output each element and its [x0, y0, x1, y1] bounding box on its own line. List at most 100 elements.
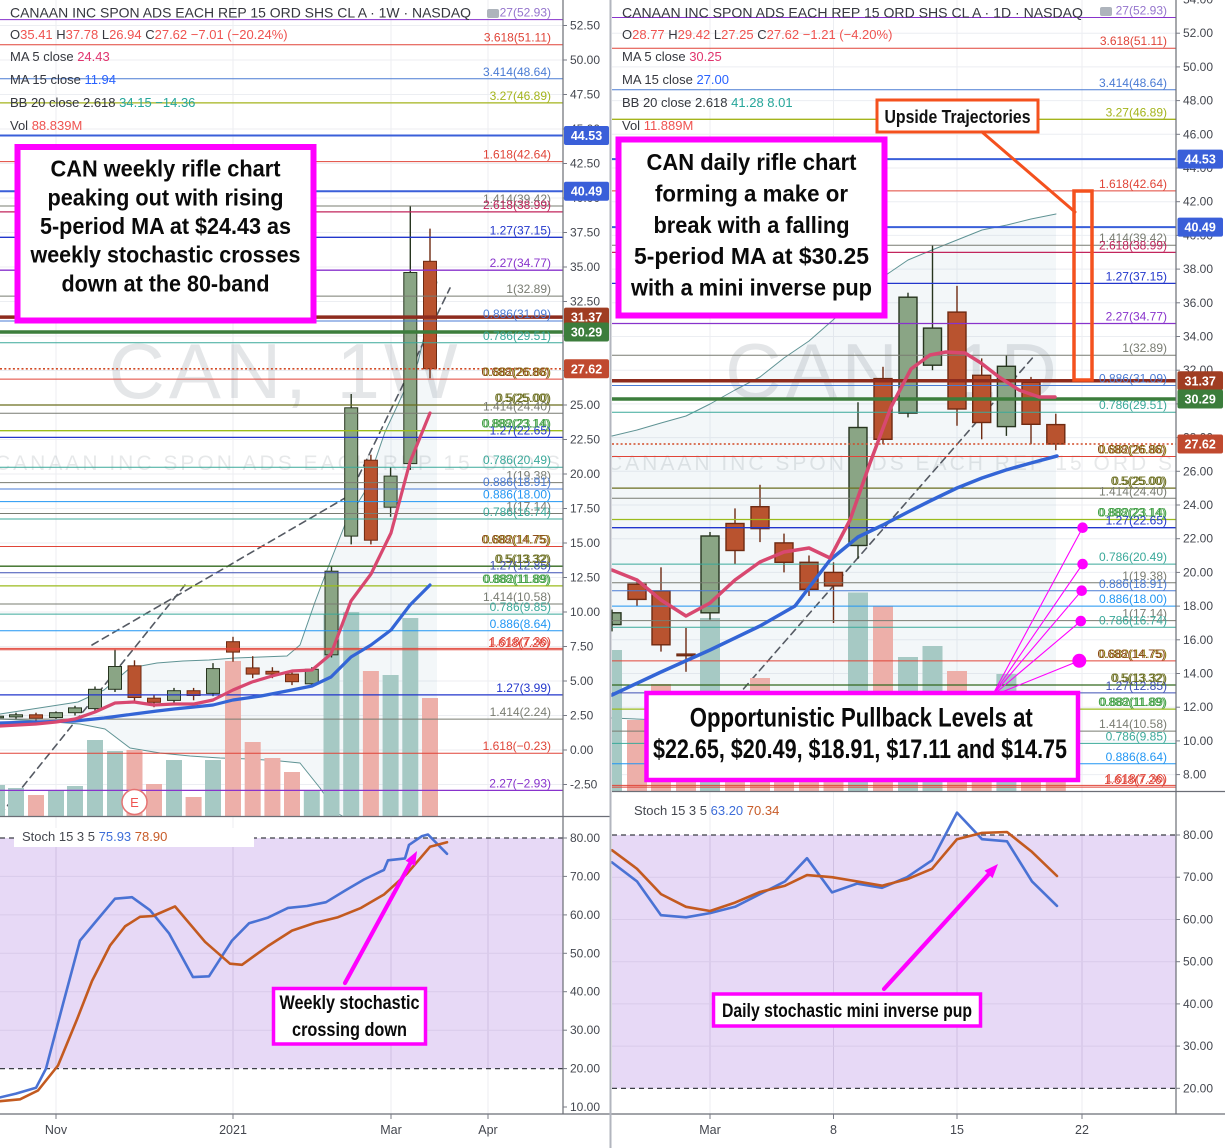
- svg-text:0.886(18.00): 0.886(18.00): [483, 488, 551, 502]
- svg-text:60.00: 60.00: [1183, 913, 1213, 927]
- svg-text:2.618(38.99): 2.618(38.99): [1099, 238, 1167, 252]
- svg-text:0.5(25.00): 0.5(25.00): [496, 391, 551, 405]
- svg-text:0.5(13.32): 0.5(13.32): [496, 552, 551, 566]
- svg-text:15.00: 15.00: [570, 536, 600, 550]
- svg-text:Apr: Apr: [478, 1123, 497, 1137]
- svg-text:38.00: 38.00: [1183, 262, 1213, 276]
- svg-text:BB 20 close 2.618 34.15 −14.: BB 20 close 2.618 34.15 −14.36: [10, 95, 195, 110]
- svg-text:down at the 80-band: down at the 80-band: [62, 270, 270, 296]
- svg-text:10.00: 10.00: [570, 605, 600, 619]
- svg-text:24.00: 24.00: [1183, 498, 1213, 512]
- svg-text:1.27(12.85): 1.27(12.85): [1106, 679, 1167, 693]
- svg-text:22.00: 22.00: [1183, 532, 1213, 546]
- svg-text:1.27(12.85): 1.27(12.85): [490, 559, 551, 573]
- svg-text:2.50: 2.50: [570, 709, 594, 723]
- svg-text:12.50: 12.50: [570, 571, 600, 585]
- svg-text:$22.65, $20.49, $18.91, $17.11: $22.65, $20.49, $18.91, $17.11 and $14.7…: [653, 734, 1067, 764]
- svg-text:Upside Trajectories: Upside Trajectories: [885, 107, 1031, 127]
- svg-text:0.882(23.14): 0.882(23.14): [1099, 506, 1167, 520]
- svg-text:2.27(34.77): 2.27(34.77): [1106, 310, 1167, 324]
- svg-text:22.50: 22.50: [570, 433, 600, 447]
- svg-text:35.00: 35.00: [570, 260, 600, 274]
- svg-text:70.00: 70.00: [570, 869, 600, 883]
- svg-text:15: 15: [950, 1123, 964, 1137]
- svg-text:0.882(23.14): 0.882(23.14): [483, 417, 551, 431]
- svg-text:60.00: 60.00: [570, 908, 600, 922]
- svg-text:40.49: 40.49: [1185, 221, 1216, 235]
- svg-text:1(32.89): 1(32.89): [1122, 341, 1167, 355]
- svg-text:MA 15 close 11.94: MA 15 close 11.94: [10, 72, 116, 87]
- svg-text:0.886(31.09): 0.886(31.09): [1099, 372, 1167, 386]
- svg-text:forming a make or: forming a make or: [655, 180, 848, 206]
- svg-text:1.414(39.42): 1.414(39.42): [483, 192, 551, 206]
- svg-text:0.688(26.86): 0.688(26.86): [481, 365, 549, 379]
- svg-text:32.50: 32.50: [570, 295, 600, 309]
- svg-text:Vol 11.889M: Vol 11.889M: [622, 118, 693, 133]
- svg-text:1.618(7.26): 1.618(7.26): [1104, 773, 1165, 787]
- svg-text:0.886(8.64): 0.886(8.64): [1106, 750, 1167, 764]
- svg-text:1(17.14): 1(17.14): [1122, 607, 1167, 621]
- svg-text:0.688(26.86): 0.688(26.86): [1097, 443, 1165, 457]
- svg-text:1(17.14): 1(17.14): [506, 500, 551, 514]
- svg-text:5.00: 5.00: [570, 674, 594, 688]
- svg-text:MA 15 close 27.00: MA 15 close 27.00: [622, 72, 729, 87]
- svg-text:0.688(14.75): 0.688(14.75): [481, 533, 549, 547]
- svg-text:0.786(9.85): 0.786(9.85): [1106, 729, 1167, 743]
- svg-text:Stoch 15 3 5 75.93 78.90: Stoch 15 3 5 75.93 78.90: [22, 829, 167, 844]
- svg-text:54.00: 54.00: [1183, 0, 1213, 7]
- svg-text:7.50: 7.50: [570, 640, 594, 654]
- svg-text:1.618(7.36): 1.618(7.36): [490, 634, 551, 648]
- svg-text:Nov: Nov: [45, 1123, 68, 1137]
- svg-text:47.50: 47.50: [570, 88, 600, 102]
- svg-text:40.00: 40.00: [570, 985, 600, 999]
- svg-text:1.414(2.24): 1.414(2.24): [490, 705, 551, 719]
- svg-text:3.414(48.64): 3.414(48.64): [1099, 76, 1167, 90]
- svg-text:10.00: 10.00: [570, 1100, 600, 1114]
- svg-text:0.886(8.64): 0.886(8.64): [490, 617, 551, 631]
- svg-text:34.00: 34.00: [1183, 330, 1213, 344]
- svg-text:0.886(18.91): 0.886(18.91): [483, 475, 551, 489]
- svg-text:CAN, 1W: CAN, 1W: [108, 327, 461, 415]
- svg-text:2.27(−2.93): 2.27(−2.93): [489, 776, 551, 790]
- svg-text:50.00: 50.00: [570, 946, 600, 960]
- svg-text:3.27(46.89): 3.27(46.89): [1106, 105, 1167, 119]
- svg-text:0.688(14.75): 0.688(14.75): [1097, 647, 1165, 661]
- svg-text:44.53: 44.53: [571, 129, 602, 143]
- svg-text:10.00: 10.00: [1183, 734, 1213, 748]
- svg-text:20.00: 20.00: [1183, 565, 1213, 579]
- svg-text:1.414(24.40): 1.414(24.40): [483, 399, 551, 413]
- svg-text:27(52.93): 27(52.93): [500, 6, 551, 20]
- svg-text:Opportunistic Pullback Levels: Opportunistic Pullback Levels at: [690, 703, 1033, 733]
- svg-text:17.50: 17.50: [570, 502, 600, 516]
- svg-text:27.62: 27.62: [571, 362, 602, 376]
- svg-text:Weekly stochastic: Weekly stochastic: [280, 993, 420, 1014]
- svg-text:1.27(37.15): 1.27(37.15): [1106, 269, 1167, 283]
- svg-text:40.49: 40.49: [571, 185, 602, 199]
- svg-text:27.62: 27.62: [1185, 438, 1216, 452]
- svg-text:Mar: Mar: [699, 1123, 721, 1137]
- svg-text:MA 5 close 24.43: MA 5 close 24.43: [10, 49, 110, 64]
- svg-text:1(32.89): 1(32.89): [506, 282, 551, 296]
- svg-text:O35.41 H37.78 L26.94 C27.62 −7: O35.41 H37.78 L26.94 C27.62 −7.01 (−20.2…: [10, 27, 288, 42]
- svg-text:50.00: 50.00: [570, 53, 600, 67]
- svg-text:0.888(23.14): 0.888(23.14): [1097, 506, 1165, 520]
- svg-text:-2.50: -2.50: [570, 778, 598, 792]
- svg-text:48.00: 48.00: [1183, 94, 1213, 108]
- svg-text:BB 20 close 2.618 41.28 8.01: BB 20 close 2.618 41.28 8.01: [622, 95, 793, 110]
- svg-text:30.29: 30.29: [571, 326, 602, 340]
- svg-text:0.5(13.32): 0.5(13.32): [1111, 671, 1166, 685]
- svg-text:1.618(42.64): 1.618(42.64): [1099, 177, 1167, 191]
- svg-text:2.27(34.77): 2.27(34.77): [490, 256, 551, 270]
- svg-text:1.27(3.99): 1.27(3.99): [496, 681, 551, 695]
- svg-text:42.50: 42.50: [570, 157, 600, 171]
- svg-text:46.00: 46.00: [1183, 127, 1213, 141]
- svg-text:0.886(18.00): 0.886(18.00): [1099, 592, 1167, 606]
- svg-text:8.00: 8.00: [1183, 768, 1207, 782]
- svg-text:Vol 88.839M: Vol 88.839M: [10, 118, 82, 133]
- svg-text:0.5(13.32): 0.5(13.32): [1112, 671, 1167, 685]
- svg-text:Mar: Mar: [380, 1123, 402, 1137]
- svg-text:0.882(11.89): 0.882(11.89): [484, 572, 551, 586]
- svg-text:0.888(11.89): 0.888(11.89): [482, 572, 549, 586]
- svg-text:8: 8: [830, 1123, 837, 1137]
- svg-text:37.50: 37.50: [570, 226, 600, 240]
